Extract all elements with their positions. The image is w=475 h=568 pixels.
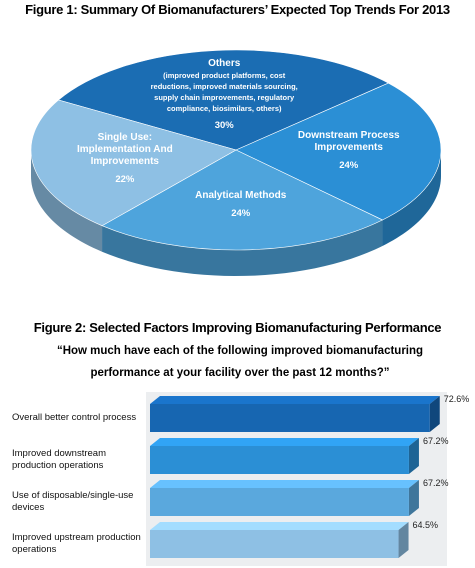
category-label: Improved downstream production operation… (12, 448, 106, 471)
bar-top (150, 480, 419, 488)
pie-title: Figure 1: Summary Of Biomanufacturers’ E… (25, 2, 450, 17)
bar-subtitle: “How much have each of the following imp… (56, 345, 424, 379)
category-label: Overall better control process (12, 412, 137, 423)
slice-label: Downstream Process Improvements 24% (289, 130, 409, 172)
bar-title: Figure 2: Selected Factors Improving Bio… (33, 320, 442, 335)
bar (150, 404, 430, 432)
pie-slice (57, 49, 390, 151)
pie-slice (235, 82, 442, 221)
bar-top (150, 396, 440, 404)
value-label: 22% (115, 174, 135, 186)
slice-label: Single Use: Implementation And Improveme… (65, 132, 185, 186)
category-label: Analytical Methods (195, 189, 287, 201)
category-note: (improved product platforms, cost reduct… (150, 71, 298, 114)
bar-side (398, 522, 409, 558)
category-label: Use of disposable/single-use devices (12, 490, 134, 513)
value-label: 64.5% (412, 520, 439, 530)
pie-wall (102, 219, 383, 276)
value-label: 30% (214, 120, 234, 132)
bar-side (429, 396, 440, 432)
bar-side (408, 480, 419, 516)
bar (150, 446, 409, 474)
pie-slice (101, 149, 384, 251)
pie-slice (30, 99, 237, 227)
slice-label: Analytical Methods 24% (181, 190, 301, 220)
value-label: 67.2% (422, 478, 449, 488)
pie-wall (31, 150, 103, 252)
pie-wall (382, 150, 441, 246)
bar (150, 530, 399, 558)
bar (150, 488, 409, 516)
category-label: Others (208, 58, 241, 70)
value-label: 67.2% (422, 436, 449, 446)
value-label: 72.6% (443, 394, 470, 404)
bar-top (150, 522, 409, 530)
category-label: Single Use: Implementation And Improveme… (76, 132, 173, 168)
bar-side (408, 438, 419, 474)
value-label: 24% (231, 207, 251, 219)
bar-top (150, 438, 419, 446)
value-label: 24% (339, 160, 359, 172)
slice-label: Others (improved product platforms, cost … (149, 58, 299, 132)
category-label: Improved upstream production operations (12, 532, 141, 555)
category-label: Downstream Process Improvements (297, 130, 400, 154)
